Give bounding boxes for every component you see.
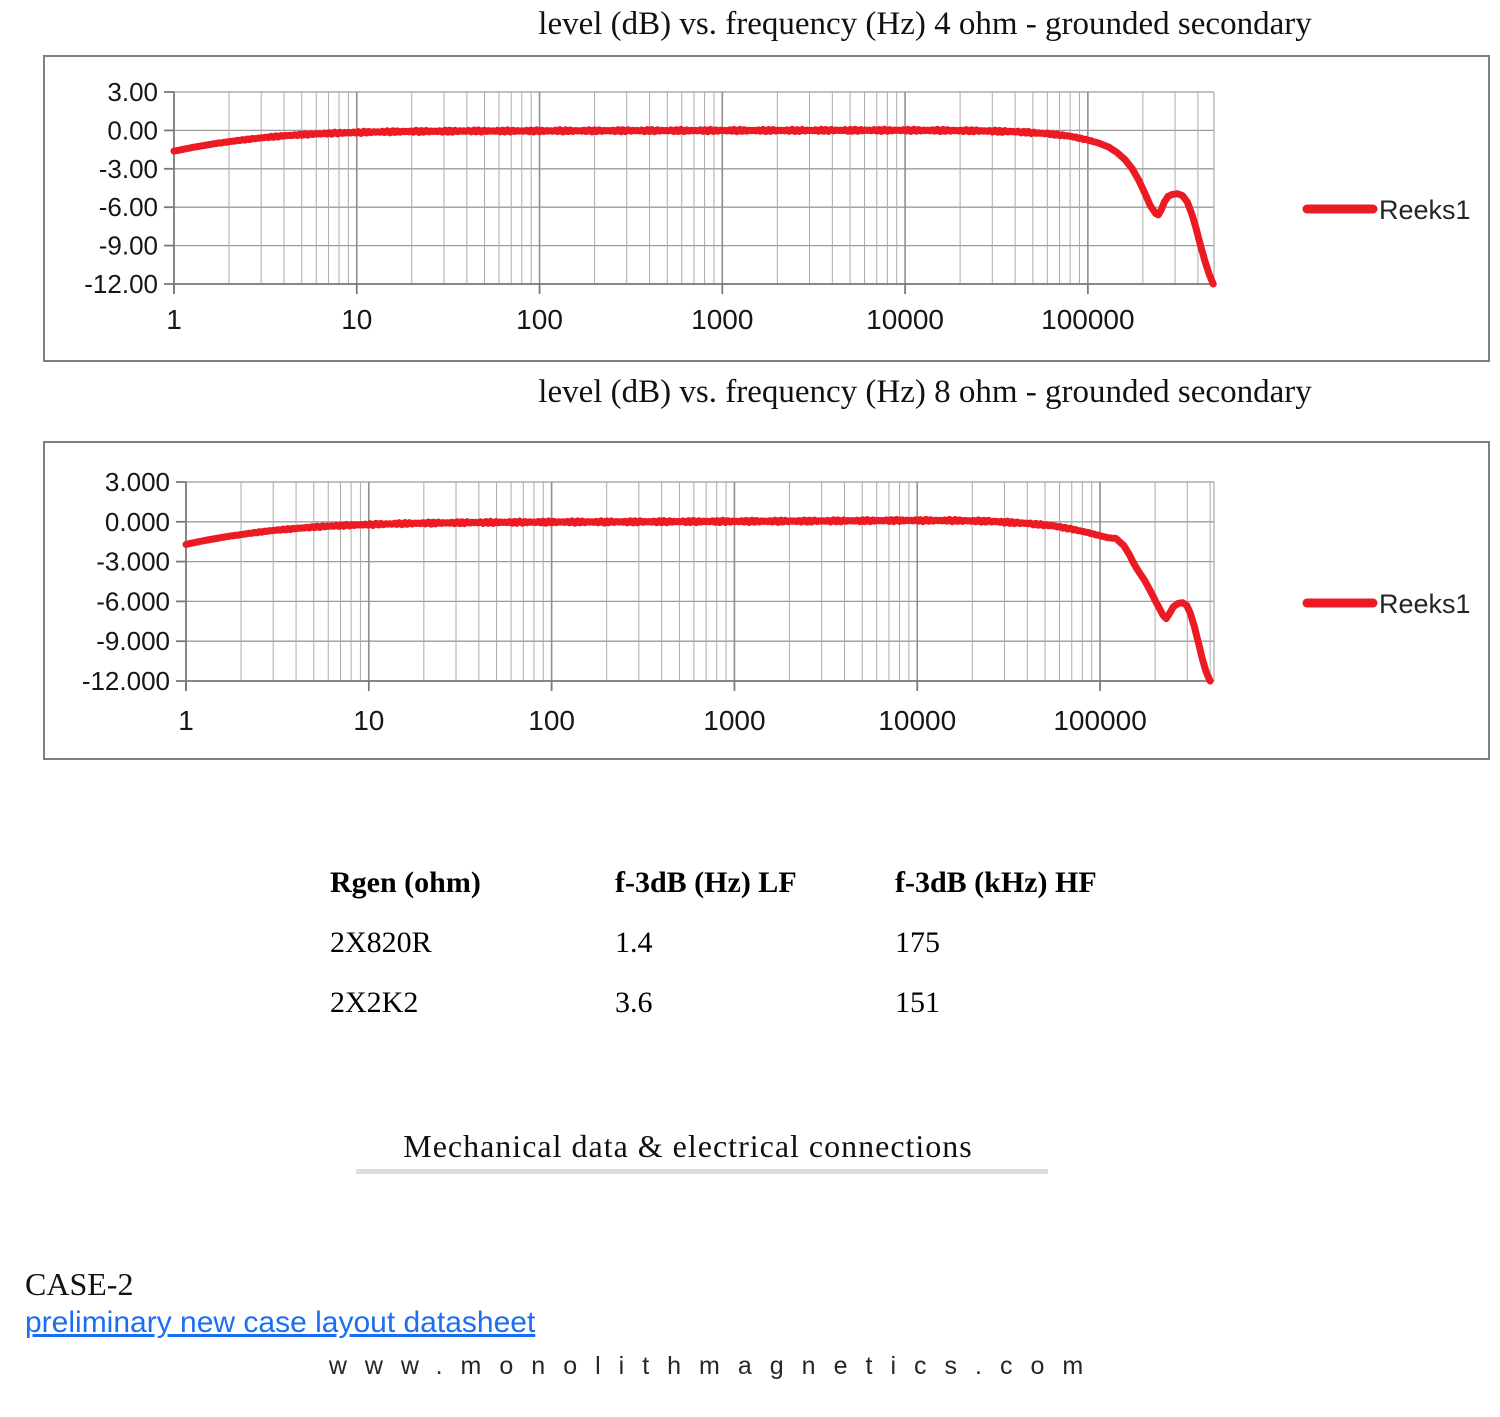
svg-text:10: 10 [341, 304, 372, 335]
svg-text:-3.000: -3.000 [96, 547, 170, 577]
svg-text:1: 1 [166, 304, 182, 335]
svg-text:3.00: 3.00 [107, 77, 158, 107]
heading-underline [356, 1169, 1048, 1174]
svg-text:-3.00: -3.00 [99, 154, 158, 184]
legend-label: Reeks1 [1379, 589, 1471, 619]
svg-text:0.00: 0.00 [107, 115, 158, 145]
svg-text:10000: 10000 [878, 705, 956, 736]
chart-4ohm-plot: 3.00 0.00 -3.00 -6.00 -9.00 -12.00 1 10 100 1000 1… [84, 77, 1471, 335]
table-cell-lf-2: 3.6 [615, 986, 653, 1019]
chart-8ohm-frame: 3.000 0.000 -3.000 -6.000 -9.000 -12.000 1 10 10… [43, 441, 1490, 760]
table-cell-rgen-2: 2X2K2 [330, 986, 419, 1019]
svg-text:1000: 1000 [703, 705, 765, 736]
f3db-table: Rgen (ohm) f-3dB (Hz) LF f-3dB (kHz) HF … [330, 866, 1195, 1046]
svg-text:10: 10 [353, 705, 384, 736]
svg-text:-12.00: -12.00 [84, 269, 158, 299]
mechanical-data-heading: Mechanical data & electrical connections [403, 1128, 973, 1164]
svg-text:1000: 1000 [691, 304, 753, 335]
svg-text:-9.000: -9.000 [96, 626, 170, 656]
table-header-rgen: Rgen (ohm) [330, 866, 481, 899]
svg-text:-6.00: -6.00 [99, 192, 158, 222]
svg-text:100: 100 [516, 304, 563, 335]
table-header-hf: f-3dB (kHz) HF [895, 866, 1097, 899]
svg-text:-6.000: -6.000 [96, 586, 170, 616]
preliminary-datasheet-link[interactable]: preliminary new case layout datasheet [25, 1306, 536, 1339]
svg-text:-9.00: -9.00 [99, 231, 158, 261]
svg-text:-12.000: -12.000 [82, 666, 170, 696]
legend-label: Reeks1 [1379, 195, 1471, 225]
table-cell-hf-1: 175 [895, 926, 940, 959]
table-cell-hf-2: 151 [895, 986, 940, 1019]
footer-website-url: www.monolithmagnetics.com [328, 1352, 1102, 1380]
chart-4ohm-frame: 3.00 0.00 -3.00 -6.00 -9.00 -12.00 1 10 100 1000 1… [43, 55, 1490, 362]
table-header-lf: f-3dB (Hz) LF [615, 866, 797, 899]
chart-8ohm-plot: 3.000 0.000 -3.000 -6.000 -9.000 -12.000 1 10 10… [82, 467, 1471, 736]
case-label: CASE-2 [25, 1266, 134, 1302]
chart-title-4ohm: level (dB) vs. frequency (Hz) 4 ohm - gr… [538, 6, 1312, 42]
svg-text:3.000: 3.000 [105, 467, 170, 497]
svg-text:1: 1 [178, 705, 194, 736]
svg-text:10000: 10000 [866, 304, 944, 335]
svg-text:100000: 100000 [1041, 304, 1134, 335]
svg-text:100: 100 [528, 705, 575, 736]
chart-title-8ohm: level (dB) vs. frequency (Hz) 8 ohm - gr… [538, 374, 1312, 410]
table-cell-rgen-1: 2X820R [330, 926, 432, 959]
svg-text:100000: 100000 [1053, 705, 1146, 736]
table-cell-lf-1: 1.4 [615, 926, 653, 959]
svg-text:0.000: 0.000 [105, 507, 170, 537]
